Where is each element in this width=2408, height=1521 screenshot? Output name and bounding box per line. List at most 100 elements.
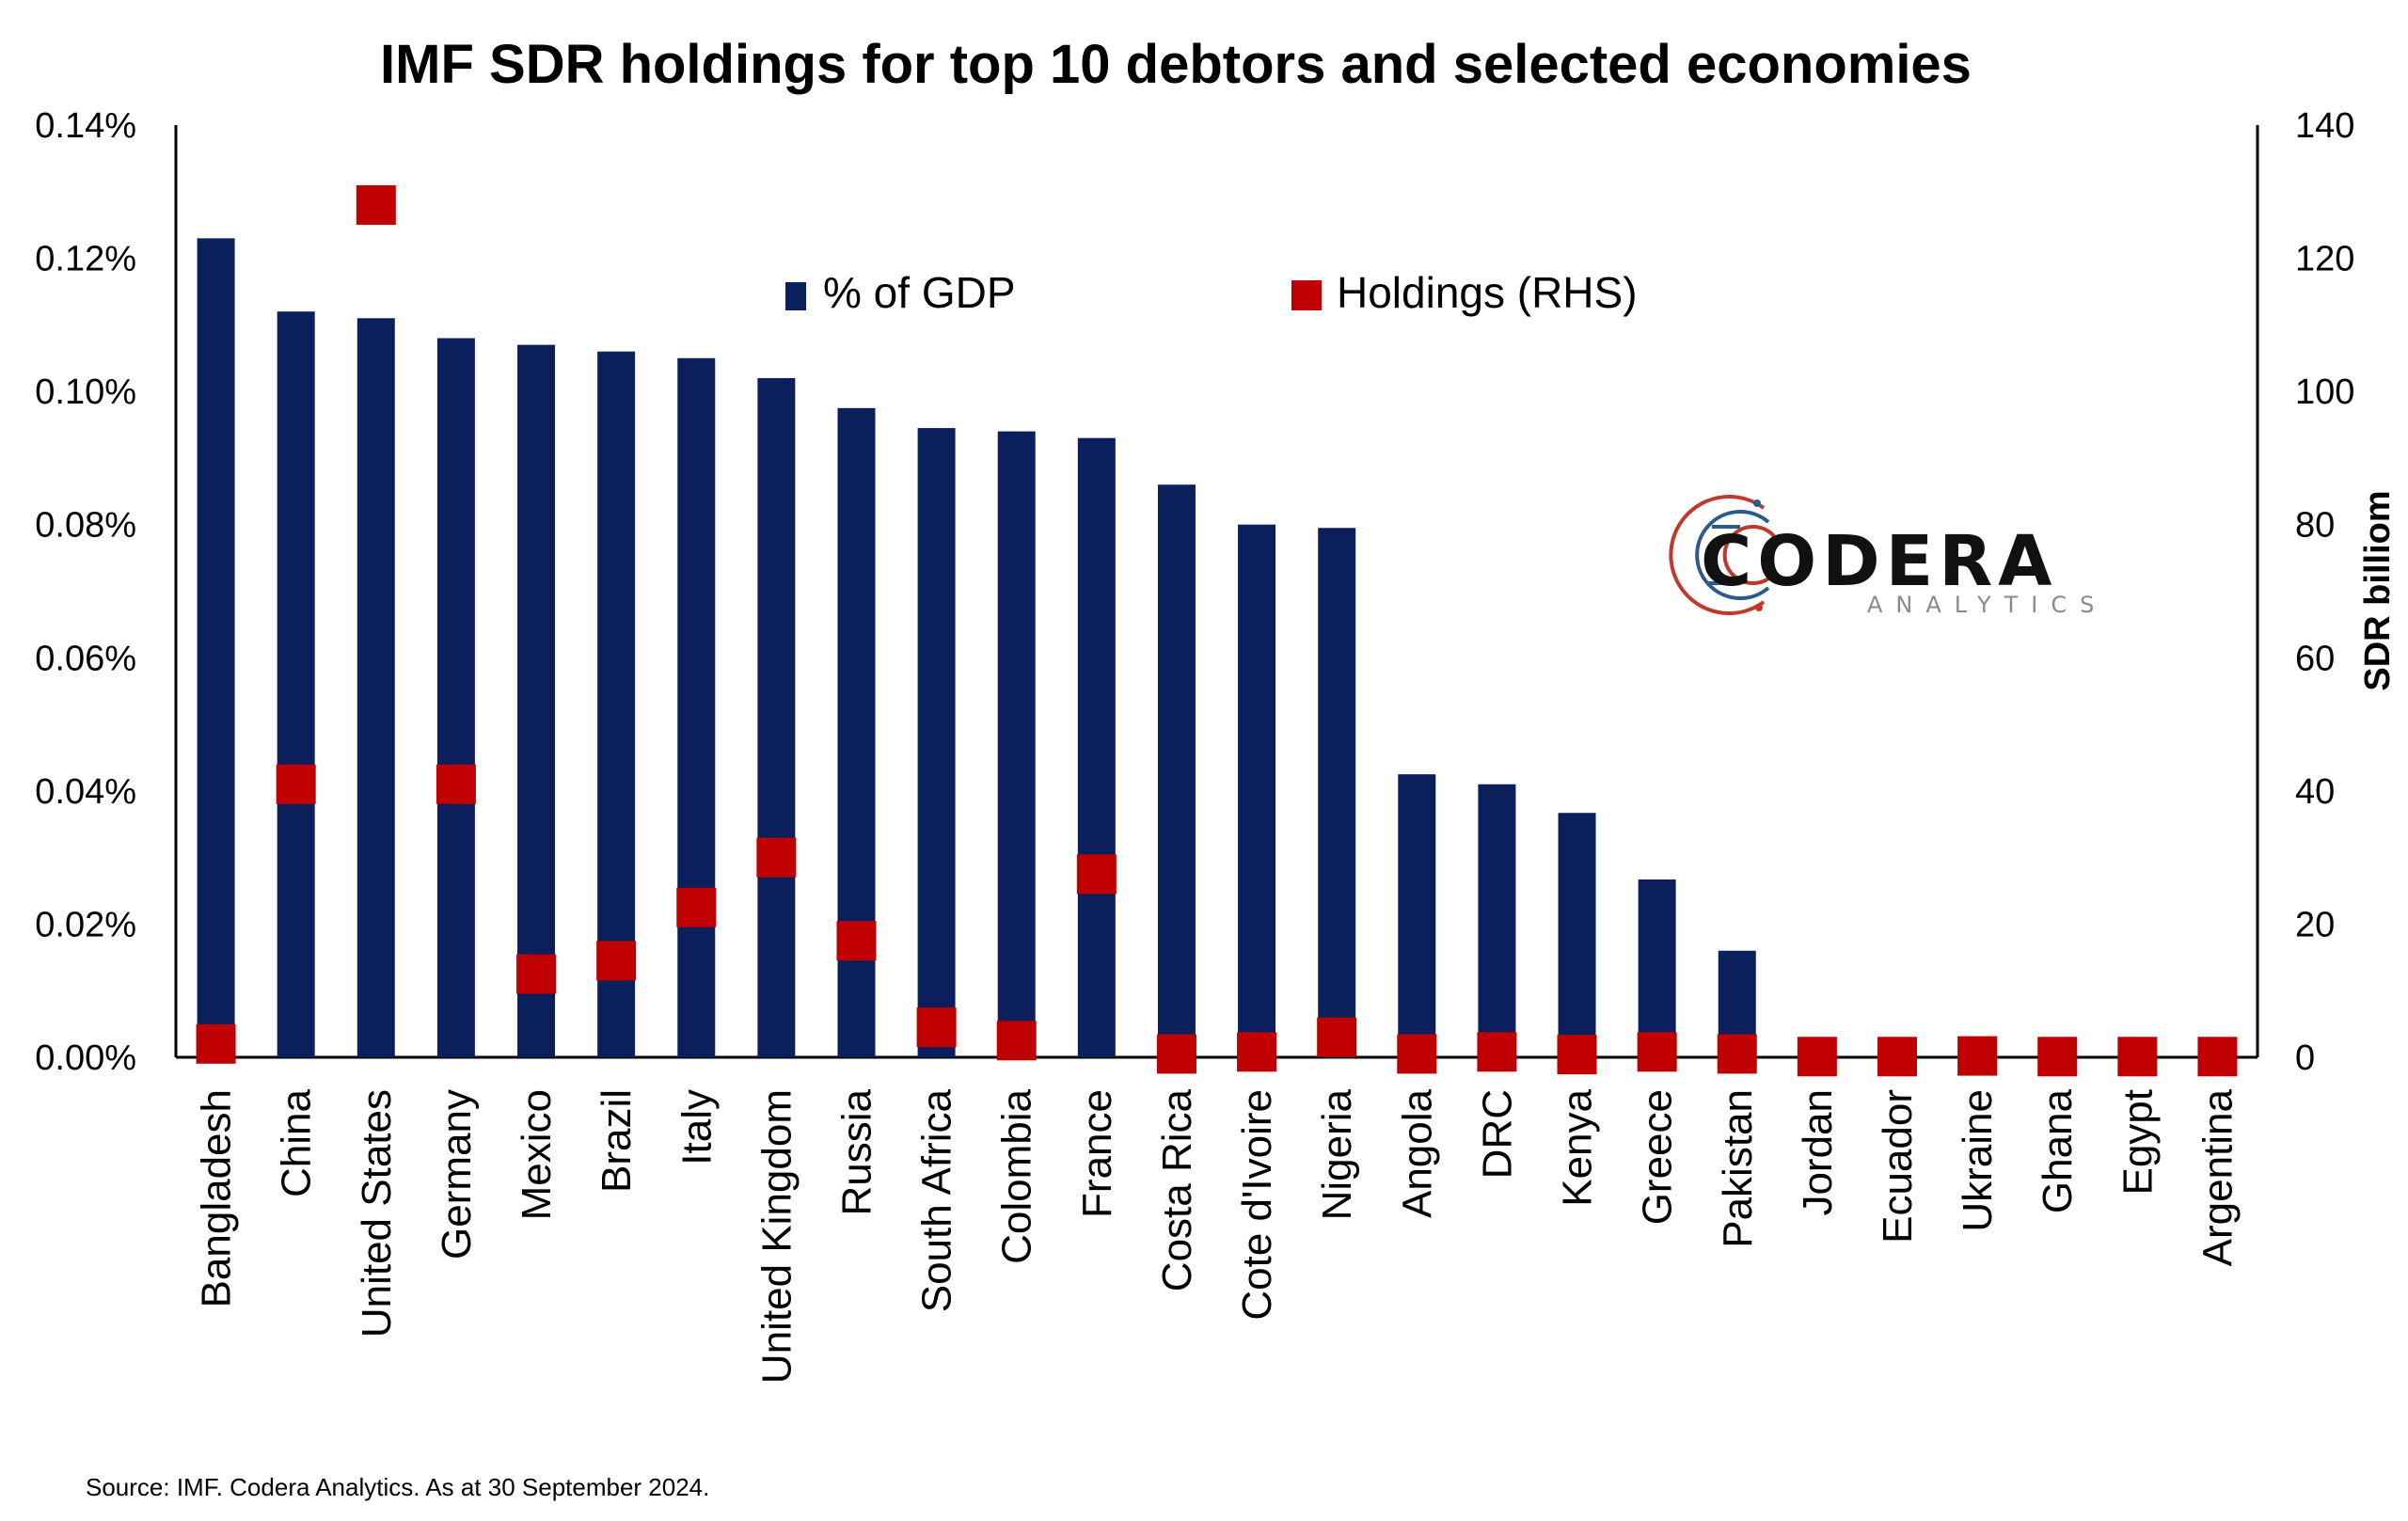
marker-holdings <box>916 1007 957 1048</box>
legend-label-gdp: % of GDP <box>823 268 1016 317</box>
holdings-markers <box>196 184 2238 1077</box>
category-label: Italy <box>673 1089 720 1165</box>
bar-gdp <box>1478 784 1516 1057</box>
marker-holdings <box>996 1021 1037 1061</box>
bar-gdp <box>356 318 395 1057</box>
left-tick-label: 0.04% <box>35 772 136 812</box>
category-label: Argentina <box>2194 1088 2241 1266</box>
marker-holdings <box>836 921 877 961</box>
marker-holdings <box>1237 1032 1277 1072</box>
category-label: Pakistan <box>1715 1089 1761 1248</box>
category-label: Russia <box>833 1088 879 1215</box>
category-label: Ukraine <box>1955 1089 2001 1232</box>
category-label: Egypt <box>2115 1089 2161 1196</box>
bar-gdp <box>1318 528 1356 1057</box>
marker-holdings <box>1877 1037 1917 1077</box>
category-label: United States <box>354 1089 400 1338</box>
category-label: France <box>1074 1089 1120 1218</box>
legend-label-holdings: Holdings (RHS) <box>1337 268 1638 317</box>
category-label: Ecuador <box>1875 1089 1921 1244</box>
bar-gdp <box>1238 524 1276 1057</box>
marker-holdings <box>1076 854 1117 895</box>
right-tick-label: 40 <box>2295 772 2335 812</box>
left-tick-label: 0.00% <box>35 1038 136 1078</box>
category-label: South Africa <box>914 1088 960 1312</box>
bar-gdp <box>597 351 636 1058</box>
category-label: Jordan <box>1795 1089 1841 1216</box>
marker-holdings <box>1397 1034 1437 1074</box>
source-note: Source: IMF. Codera Analytics. As at 30 … <box>86 1473 709 1501</box>
category-label: DRC <box>1474 1089 1520 1179</box>
codera-logo: CODERA ANALYTICS <box>1669 495 2107 618</box>
bar-gdp <box>1157 484 1196 1057</box>
right-tick-label: 140 <box>2295 106 2354 146</box>
category-label: Brazil <box>594 1089 640 1193</box>
category-label: Nigeria <box>1314 1088 1360 1220</box>
category-label: United Kingdom <box>753 1089 800 1384</box>
marker-holdings <box>1797 1037 1837 1077</box>
marker-holdings <box>276 764 316 804</box>
category-label: China <box>274 1088 320 1196</box>
bar-gdp <box>1398 774 1436 1057</box>
category-label: Bangladesh <box>194 1089 240 1307</box>
marker-holdings <box>356 184 396 225</box>
bar-gdp <box>757 377 796 1057</box>
logo-tagline: ANALYTICS <box>1867 592 2107 618</box>
marker-holdings <box>1557 1035 1597 1075</box>
chart-title: IMF SDR holdings for top 10 debtors and … <box>380 34 1972 95</box>
marker-holdings <box>436 764 476 804</box>
bar-gdp <box>277 311 315 1057</box>
marker-holdings <box>1637 1032 1677 1072</box>
marker-holdings <box>2117 1037 2158 1077</box>
category-label: Mexico <box>514 1089 560 1220</box>
marker-holdings <box>1717 1034 1757 1074</box>
right-tick-label: 60 <box>2295 639 2335 678</box>
category-label: Colombia <box>994 1088 1040 1263</box>
marker-holdings <box>196 1023 236 1064</box>
marker-holdings <box>2037 1037 2078 1077</box>
bar-gdp <box>436 338 475 1057</box>
marker-holdings <box>1957 1036 1998 1076</box>
bar-gdp <box>517 344 556 1057</box>
bars <box>197 238 1756 1058</box>
marker-holdings <box>1477 1032 1517 1072</box>
category-label: Cote d'Ivoire <box>1234 1089 1280 1321</box>
category-label: Kenya <box>1555 1088 1601 1206</box>
marker-holdings <box>2197 1037 2238 1077</box>
left-tick-label: 0.14% <box>35 106 136 146</box>
marker-holdings <box>756 837 797 878</box>
bar-gdp <box>1077 437 1116 1057</box>
right-tick-label: 0 <box>2295 1038 2315 1078</box>
left-tick-label: 0.12% <box>35 240 136 279</box>
bar-gdp <box>1558 813 1596 1057</box>
marker-holdings <box>1156 1034 1196 1074</box>
legend: % of GDP Holdings (RHS) <box>785 268 1638 317</box>
category-labels: Bangladesh China United States Germany Mexic… <box>194 1088 2242 1384</box>
bar-gdp <box>1638 879 1676 1057</box>
left-tick-label: 0.06% <box>35 639 136 678</box>
left-tick-label: 0.02% <box>35 905 136 944</box>
left-tick-label: 0.08% <box>35 506 136 546</box>
marker-holdings <box>596 941 637 981</box>
left-axis-ticks: 0.00% 0.02% 0.04% 0.06% 0.08% 0.10% 0.12% 0.14% <box>35 106 136 1078</box>
category-label: Ghana <box>2035 1088 2081 1213</box>
bar-gdp <box>197 238 235 1058</box>
right-tick-label: 20 <box>2295 905 2335 944</box>
marker-holdings <box>676 887 717 927</box>
logo-text: CODERA <box>1701 521 2057 602</box>
legend-swatch-gdp <box>785 282 806 310</box>
category-label: Costa Rica <box>1154 1088 1200 1291</box>
right-axis-ticks: 0 20 40 60 80 100 120 140 <box>2295 106 2354 1078</box>
logo-mark-icon <box>1669 495 1776 615</box>
marker-holdings <box>516 954 557 994</box>
right-tick-label: 120 <box>2295 240 2354 279</box>
right-axis-label: SDR billiom <box>2358 490 2398 690</box>
right-tick-label: 80 <box>2295 506 2335 546</box>
marker-holdings <box>1317 1017 1357 1057</box>
left-tick-label: 0.10% <box>35 372 136 412</box>
right-tick-label: 100 <box>2295 372 2354 412</box>
category-label: Angola <box>1394 1088 1440 1218</box>
category-label: Greece <box>1635 1089 1681 1225</box>
category-label: Germany <box>434 1089 480 1260</box>
